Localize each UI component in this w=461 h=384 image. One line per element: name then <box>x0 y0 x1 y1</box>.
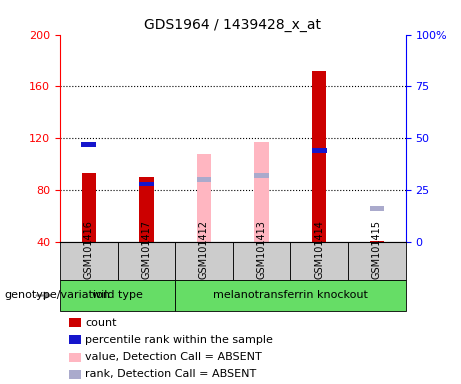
Text: wild type: wild type <box>92 290 143 301</box>
Bar <box>370 207 384 211</box>
Bar <box>175 242 233 280</box>
Bar <box>370 241 384 242</box>
Text: GSM101412: GSM101412 <box>199 220 209 278</box>
Text: GSM101413: GSM101413 <box>257 220 266 278</box>
Bar <box>233 242 290 280</box>
Bar <box>82 173 96 242</box>
Text: value, Detection Call = ABSENT: value, Detection Call = ABSENT <box>85 352 262 362</box>
Bar <box>348 242 406 280</box>
Text: GSM101415: GSM101415 <box>372 220 382 278</box>
Text: genotype/variation: genotype/variation <box>5 290 111 301</box>
Bar <box>290 242 348 280</box>
Bar <box>197 154 211 242</box>
Text: percentile rank within the sample: percentile rank within the sample <box>85 335 273 345</box>
Text: GSM101416: GSM101416 <box>84 220 94 278</box>
Text: GSM101417: GSM101417 <box>142 220 151 278</box>
Bar <box>175 280 406 311</box>
Bar <box>60 280 175 311</box>
Bar <box>197 177 211 182</box>
Bar <box>254 142 269 242</box>
Text: rank, Detection Call = ABSENT: rank, Detection Call = ABSENT <box>85 369 256 379</box>
Title: GDS1964 / 1439428_x_at: GDS1964 / 1439428_x_at <box>144 18 321 32</box>
Bar <box>60 242 118 280</box>
Bar <box>254 173 269 178</box>
Bar <box>312 148 326 153</box>
Text: GSM101414: GSM101414 <box>314 220 324 278</box>
Text: count: count <box>85 318 117 328</box>
Bar <box>139 182 154 186</box>
Bar <box>118 242 175 280</box>
Text: melanotransferrin knockout: melanotransferrin knockout <box>213 290 368 301</box>
Bar <box>82 142 96 147</box>
Bar <box>312 71 326 242</box>
Bar <box>139 177 154 242</box>
